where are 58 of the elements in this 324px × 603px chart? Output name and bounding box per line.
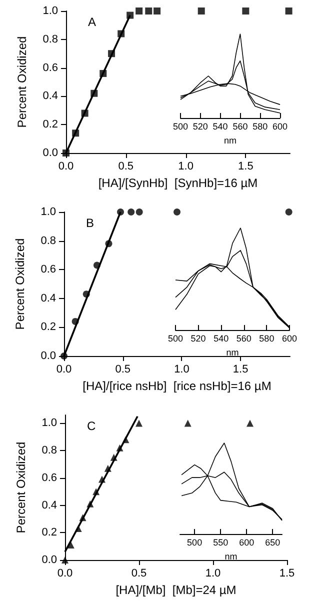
x-axis-title: [HA]/[SynHb] [SynHb]=16 µM <box>98 176 258 190</box>
x-tick-label: 1.5 <box>238 160 254 172</box>
x-tick-label: 580 <box>259 334 274 344</box>
x-axis-title: nm <box>224 551 238 562</box>
x-tick-label: 600 <box>272 122 288 132</box>
x-tick-label: 600 <box>282 334 298 344</box>
y-tick-label: 0.4 <box>42 499 57 512</box>
y-tick-label: 0.0 <box>42 554 57 566</box>
y-axis-title: Percent Oxidized <box>15 36 29 128</box>
y-tick-label: 0.4 <box>40 292 56 304</box>
y-tick-label: 0.2 <box>42 526 57 539</box>
x-tick-label: 540 <box>212 122 228 132</box>
x-tick-label: 1.5 <box>232 364 248 376</box>
x-axis-title: nm <box>226 347 239 358</box>
annotation: A <box>88 15 96 29</box>
x-tick-label: 540 <box>214 334 229 344</box>
x-tick-label: 550 <box>213 538 228 548</box>
y-tick-label: 0.8 <box>42 444 57 457</box>
x-tick-label: 580 <box>252 122 268 132</box>
y-tick-label: 0.2 <box>40 321 56 334</box>
y-tick-label: 0.8 <box>42 33 58 46</box>
x-axis-title: [HA]/[rice nsHb] [rice nsHb]=16 µM <box>82 378 272 393</box>
y-tick-label: 1.0 <box>40 206 56 218</box>
y-tick-label: 0.0 <box>40 350 56 362</box>
x-tick-label: 560 <box>236 334 252 344</box>
y-tick-label: 0.6 <box>40 264 56 276</box>
x-tick-label: 500 <box>187 538 202 548</box>
x-tick-label: 600 <box>239 538 254 548</box>
annotation: C <box>87 419 96 433</box>
y-tick-label: 0.6 <box>42 472 57 484</box>
y-tick-label: 0.6 <box>42 62 58 74</box>
x-tick-label: 520 <box>190 334 206 344</box>
x-tick-label: 0.0 <box>56 364 72 376</box>
y-tick-label: 0.8 <box>40 234 56 247</box>
y-tick-label: 0.2 <box>42 118 58 131</box>
x-tick-label: 0.0 <box>57 568 73 580</box>
y-tick-label: 0.4 <box>42 90 58 102</box>
x-tick-label: 650 <box>265 538 280 548</box>
x-tick-label: 0.0 <box>58 160 74 172</box>
x-tick-label: 1.0 <box>174 364 190 376</box>
x-tick-label: 1.0 <box>178 160 194 172</box>
x-tick-label: 0.5 <box>118 160 134 172</box>
y-tick-label: 0.0 <box>42 147 58 159</box>
y-tick-label: 1.0 <box>42 417 57 430</box>
x-tick-label: 0.5 <box>115 364 131 376</box>
x-tick-label: 500 <box>168 334 184 344</box>
x-axis-title: nm <box>224 135 237 146</box>
x-tick-label: 1.5 <box>279 568 295 580</box>
y-axis-title: Percent Oxidized <box>14 442 28 534</box>
x-axis-title: [HA]/[Mb] [Mb]=24 µM <box>116 582 236 597</box>
annotation: B <box>86 216 94 230</box>
y-tick-label: 1.0 <box>42 5 58 17</box>
x-tick-label: 500 <box>172 122 188 132</box>
x-tick-label: 0.5 <box>131 568 147 580</box>
y-axis-title: Percent Oxidized <box>13 238 27 330</box>
x-tick-label: 1.0 <box>205 568 221 580</box>
x-tick-label: 520 <box>192 122 208 132</box>
x-tick-label: 560 <box>232 122 248 132</box>
